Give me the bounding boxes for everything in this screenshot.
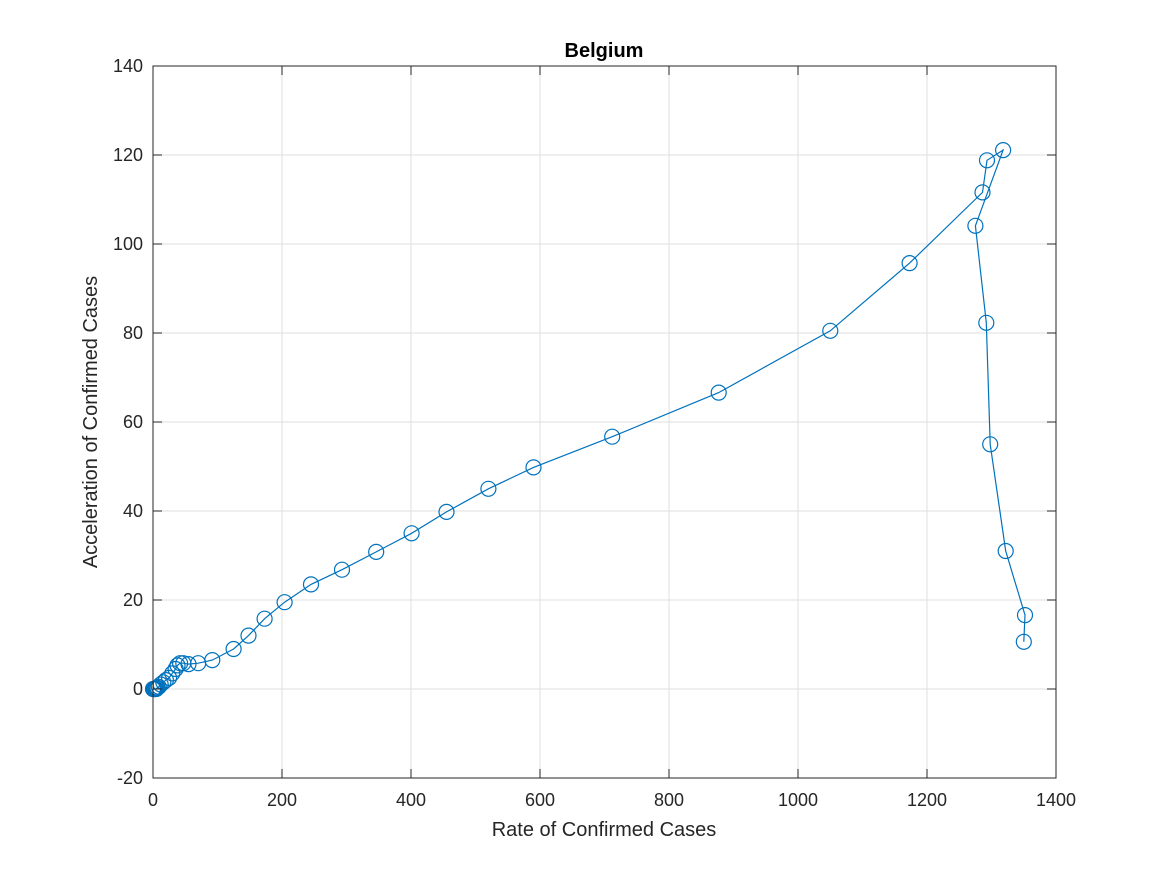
x-tick-labels: 0 200 400 600 800 1000 1200 1400	[148, 790, 1076, 810]
y-axis-label: Acceleration of Confirmed Cases	[80, 276, 102, 568]
data-point	[164, 665, 181, 682]
x-tick-label: 0	[148, 790, 158, 810]
x-tick-label: 200	[267, 790, 297, 810]
y-tick-label: 0	[133, 679, 143, 699]
data-point	[157, 671, 174, 689]
data-point	[982, 436, 999, 453]
data-point	[994, 142, 1012, 159]
chart-title: Belgium	[565, 40, 644, 62]
data-point	[978, 314, 995, 331]
y-tick-label: 40	[123, 501, 143, 521]
data-point	[978, 152, 996, 169]
data-point	[710, 384, 727, 401]
x-axis-label: Rate of Confirmed Cases	[492, 819, 717, 841]
data-point	[403, 525, 420, 542]
data-point	[256, 610, 273, 627]
x-tick-label: 800	[654, 790, 684, 810]
y-tick-label: 120	[113, 145, 143, 165]
data-point	[161, 669, 178, 687]
data-point	[155, 674, 172, 691]
data-point	[997, 542, 1014, 560]
data-point	[333, 561, 351, 578]
data-point	[302, 576, 320, 593]
y-tick-label: 140	[113, 56, 143, 76]
x-tick-marks	[152, 66, 1057, 778]
data-point	[368, 543, 385, 561]
data-point	[480, 480, 497, 497]
y-tick-labels: -20 0 20 40 60 80 100 120 140	[113, 56, 143, 788]
data-point	[974, 184, 991, 201]
x-tick-label: 600	[525, 790, 555, 810]
y-tick-label: 20	[123, 590, 143, 610]
y-tick-label: -20	[117, 768, 143, 788]
data-point	[967, 217, 984, 234]
data-point	[1015, 633, 1032, 650]
x-tick-label: 400	[396, 790, 426, 810]
data-point	[240, 627, 257, 644]
data-point	[604, 428, 621, 445]
data-point	[438, 503, 455, 520]
data-point	[172, 655, 189, 672]
y-tick-label: 80	[123, 323, 143, 343]
data-point	[180, 655, 197, 673]
data-point	[822, 322, 839, 339]
data-point	[901, 255, 918, 272]
y-tick-marks	[153, 65, 1056, 779]
data-point	[204, 651, 221, 669]
x-tick-label: 1200	[907, 790, 947, 810]
x-tick-label: 1000	[778, 790, 818, 810]
data-point	[525, 459, 542, 476]
data-point	[276, 594, 293, 611]
x-tick-label: 1400	[1036, 790, 1076, 810]
data-point	[1016, 606, 1034, 624]
data-point	[225, 640, 242, 658]
y-tick-label: 60	[123, 412, 143, 432]
y-tick-label: 100	[113, 234, 143, 254]
